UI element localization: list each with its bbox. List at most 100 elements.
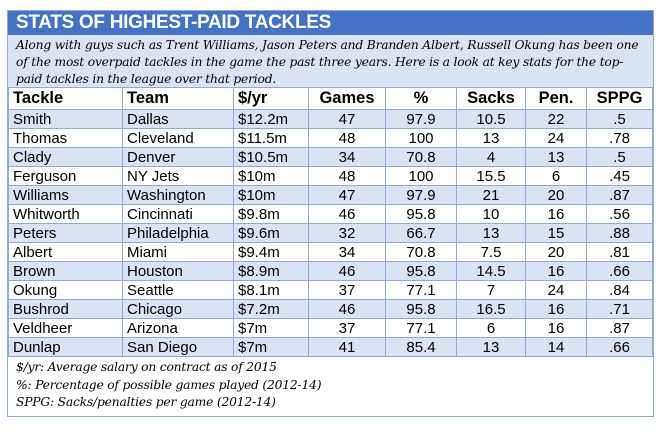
cell-pen: 20: [525, 185, 587, 205]
cell-team: Seattle: [122, 280, 234, 300]
cell-tackle: Smith: [8, 109, 123, 129]
cell-salary: $10.5m: [233, 147, 309, 167]
cell-salary: $11.5m: [233, 128, 309, 148]
cell-sppg: .66: [586, 261, 653, 281]
cell-team: Cincinnati: [122, 204, 234, 224]
cell-games: 46: [308, 261, 386, 281]
cell-sppg: .81: [586, 242, 653, 262]
header-row: Tackle Team $/yr Games% Sacks Pen. SPPG: [8, 87, 653, 110]
cell-pen: 20: [525, 242, 587, 262]
cell-team: Arizona: [122, 318, 234, 338]
cell-games: 32: [308, 223, 386, 243]
cell-pct: 70.8: [385, 242, 457, 262]
cell-games: 41: [308, 337, 386, 357]
cell-team: Miami: [122, 242, 234, 262]
cell-sppg: .66: [586, 337, 653, 357]
cell-salary: $12.2m: [233, 109, 309, 129]
footnote: SPPG: Sacks/penalties per game (2012-14): [16, 395, 276, 409]
table-row: Williams Washington $10m 47 97.9 21 20.87: [8, 185, 653, 205]
table-row: Peters Philadelphia $9.6m 32 66.7 13 15.88: [8, 223, 653, 243]
cell-salary: $9.4m: [233, 242, 309, 262]
cell-pen: 16: [525, 204, 587, 224]
cell-pct: 97.9: [385, 109, 457, 129]
cell-pct: 66.7: [385, 223, 457, 243]
table-title: STATS OF HIGHEST-PAID TACKLES: [8, 11, 653, 35]
cell-sacks: 6: [456, 318, 526, 338]
cell-sppg: .84: [586, 280, 653, 300]
cell-sppg: .56: [586, 204, 653, 224]
cell-team: Chicago: [122, 299, 234, 319]
cell-team: Houston: [122, 261, 234, 281]
table-row: Okung Seattle $8.1m 37 77.1 7 24.84: [8, 280, 653, 300]
cell-pen: 16: [525, 299, 587, 319]
cell-pen: 24: [525, 280, 587, 300]
table-row: Bushrod Chicago $7.2m 46 95.8 16.5 16.71: [8, 299, 653, 319]
cell-team: Philadelphia: [122, 223, 234, 243]
cell-tackle: Peters: [8, 223, 123, 243]
cell-sppg: .88: [586, 223, 653, 243]
cell-salary: $7m: [233, 337, 309, 357]
cell-pct: 95.8: [385, 261, 457, 281]
cell-pen: 13: [525, 147, 587, 167]
cell-pct: 100: [385, 166, 457, 186]
cell-sppg: .5: [586, 109, 653, 129]
cell-tackle: Albert: [8, 242, 123, 262]
table-row: Ferguson NY Jets $10m 48 100 15.5 6.45: [8, 166, 653, 186]
cell-sacks: 21: [456, 185, 526, 205]
table-row: Clady Denver $10.5m 34 70.8 4 13.5: [8, 147, 653, 167]
cell-salary: $10m: [233, 166, 309, 186]
cell-pct: 77.1: [385, 318, 457, 338]
cell-pct: 77.1: [385, 280, 457, 300]
cell-team: NY Jets: [122, 166, 234, 186]
cell-sacks: 13: [456, 128, 526, 148]
cell-pen: 16: [525, 261, 587, 281]
cell-pen: 24: [525, 128, 587, 148]
table-row: Dunlap San Diego $7m 41 85.4 13 14.66: [8, 337, 653, 357]
cell-pct: 85.4: [385, 337, 457, 357]
cell-sacks: 14.5: [456, 261, 526, 281]
cell-salary: $7m: [233, 318, 309, 338]
cell-pen: 22: [525, 109, 587, 129]
footnotes: $/yr: Average salary on contract as of 2…: [8, 357, 653, 416]
cell-sacks: 13: [456, 337, 526, 357]
column-header-sacks: Sacks: [456, 87, 526, 110]
cell-games: 47: [308, 185, 386, 205]
cell-tackle: Dunlap: [8, 337, 123, 357]
cell-team: Washington: [122, 185, 234, 205]
cell-games: 48: [308, 128, 386, 148]
cell-tackle: Whitworth: [8, 204, 123, 224]
cell-sppg: .87: [586, 185, 653, 205]
cell-sppg: .87: [586, 318, 653, 338]
column-header-pen: Pen.: [525, 87, 587, 110]
cell-team: Denver: [122, 147, 234, 167]
cell-pct: 95.8: [385, 204, 457, 224]
cell-games: 34: [308, 147, 386, 167]
cell-pen: 6: [525, 166, 587, 186]
cell-games: 46: [308, 299, 386, 319]
stats-table-card: STATS OF HIGHEST-PAID TACKLES Along with…: [7, 10, 654, 417]
cell-games: 46: [308, 204, 386, 224]
cell-games: 37: [308, 318, 386, 338]
table-row: Whitworth Cincinnati $9.8m 46 95.8 10 16.56: [8, 204, 653, 224]
cell-sacks: 7.5: [456, 242, 526, 262]
cell-salary: $7.2m: [233, 299, 309, 319]
cell-sacks: 15.5: [456, 166, 526, 186]
footnote: %: Percentage of possible games played (…: [16, 377, 322, 392]
intro-text: Along with guys such as Trent Williams, …: [8, 35, 653, 87]
cell-pct: 97.9: [385, 185, 457, 205]
cell-games: 37: [308, 280, 386, 300]
column-header-team: Team: [122, 87, 234, 110]
cell-salary: $8.1m: [233, 280, 309, 300]
cell-pen: 15: [525, 223, 587, 243]
cell-tackle: Veldheer: [8, 318, 123, 338]
cell-sppg: .5: [586, 147, 653, 167]
cell-salary: $9.8m: [233, 204, 309, 224]
cell-sacks: 4: [456, 147, 526, 167]
footnote: $/yr: Average salary on contract as of 2…: [16, 360, 277, 374]
cell-games: 34: [308, 242, 386, 262]
table-row: Veldheer Arizona $7m 37 77.1 6 16.87: [8, 318, 653, 338]
cell-team: San Diego: [122, 337, 234, 357]
column-header-pct: %: [385, 87, 457, 110]
cell-sacks: 10.5: [456, 109, 526, 129]
cell-tackle: Bushrod: [8, 299, 123, 319]
